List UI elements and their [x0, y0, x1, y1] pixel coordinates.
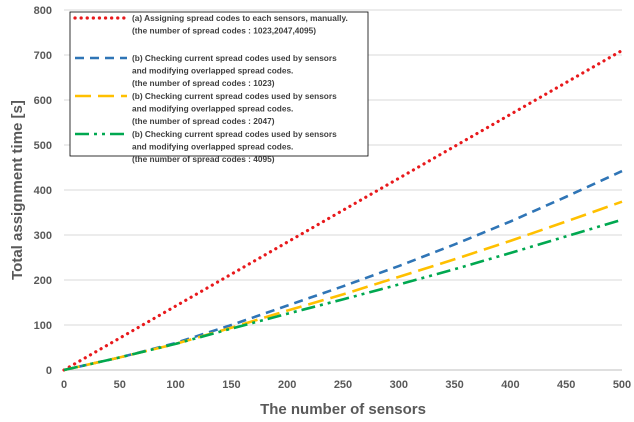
series-1-point	[453, 145, 455, 147]
series-3-point	[565, 220, 567, 222]
series-2-point	[286, 304, 288, 306]
x-tick-label: 450	[557, 379, 575, 391]
series-1-point	[174, 305, 176, 307]
series-4-point	[230, 327, 232, 329]
series-1-point	[286, 241, 288, 243]
legend-label: and modifying overlapped spread codes.	[132, 104, 293, 114]
series-3-point	[453, 258, 455, 260]
series-1-point	[621, 49, 623, 51]
series-3-point	[286, 309, 288, 311]
x-tick-label: 400	[501, 379, 519, 391]
x-tick-label: 250	[334, 379, 352, 391]
y-tick-label: 200	[34, 275, 52, 287]
x-tick-label: 200	[278, 379, 296, 391]
series-3-point	[509, 240, 511, 242]
series-4-point	[286, 313, 288, 315]
x-tick-label: 50	[114, 379, 126, 391]
series-lines	[62, 48, 624, 372]
series-line-3	[63, 200, 623, 372]
series-3-point	[621, 201, 623, 203]
legend-label: (the number of spread codes : 1023)	[132, 78, 275, 88]
y-tick-label: 0	[46, 365, 52, 377]
legend-label: (b) Checking current spread codes used b…	[132, 53, 337, 63]
legend-label: (b) Checking current spread codes used b…	[132, 91, 337, 101]
legend-label: (a) Assigning spread codes to each senso…	[132, 13, 348, 23]
series-2-point	[398, 265, 400, 267]
legend-label: (the number of spread codes : 2047)	[132, 116, 275, 126]
legend: (a) Assigning spread codes to each senso…	[69, 11, 369, 164]
legend-label: and modifying overlapped spread codes.	[132, 66, 293, 76]
x-tick-label: 150	[222, 379, 240, 391]
legend-box	[69, 11, 369, 157]
series-1-point	[119, 337, 121, 339]
series-4-point	[509, 252, 511, 254]
x-tick-label: 100	[166, 379, 184, 391]
x-tick-label: 300	[390, 379, 408, 391]
y-axis-title: Total assignment time [s]	[9, 100, 26, 280]
series-4-point	[119, 356, 121, 358]
y-tick-label: 700	[34, 50, 52, 62]
series-2-point	[230, 324, 232, 326]
series-1-point	[509, 113, 511, 115]
y-tick-label: 600	[34, 95, 52, 107]
axes: 0 100 200 300 400 500 600 700 800 0 50 100 150 200 250…	[34, 5, 632, 391]
series-1-point	[342, 209, 344, 211]
series-3-point	[342, 293, 344, 295]
y-tick-label: 800	[34, 5, 52, 17]
series-4-point	[565, 235, 567, 237]
series-4-point	[63, 369, 65, 371]
series-line-4	[63, 218, 623, 372]
series-1-point	[398, 177, 400, 179]
y-tick-label: 100	[34, 320, 52, 332]
series-4-point	[398, 283, 400, 285]
series-1-point	[230, 273, 232, 275]
y-tick-label: 300	[34, 230, 52, 242]
series-2-point	[342, 285, 344, 287]
legend-label: (the number of spread codes : 1023,2047,…	[132, 26, 316, 36]
series-4-point	[621, 219, 623, 221]
x-tick-label: 500	[613, 379, 631, 391]
series-4-point	[174, 343, 176, 345]
series-4-point	[342, 298, 344, 300]
series-line-2	[63, 169, 623, 372]
legend-label: and modifying overlapped spread codes.	[132, 142, 293, 152]
series-line-1	[62, 48, 624, 372]
series-2-point	[453, 243, 455, 245]
series-2-point	[565, 196, 567, 198]
legend-label: (b) Checking current spread codes used b…	[132, 129, 337, 139]
legend-label: (the number of spread codes : 4095)	[132, 154, 275, 164]
series-3-point	[398, 276, 400, 278]
x-tick-label: 0	[61, 379, 67, 391]
series-1-point	[565, 81, 567, 83]
y-tick-label: 400	[34, 185, 52, 197]
series-2-point	[621, 170, 623, 172]
y-tick-label: 500	[34, 140, 52, 152]
series-2-point	[509, 220, 511, 222]
x-axis-title: The number of sensors	[260, 401, 426, 418]
x-tick-label: 350	[445, 379, 463, 391]
series-4-point	[453, 268, 455, 270]
